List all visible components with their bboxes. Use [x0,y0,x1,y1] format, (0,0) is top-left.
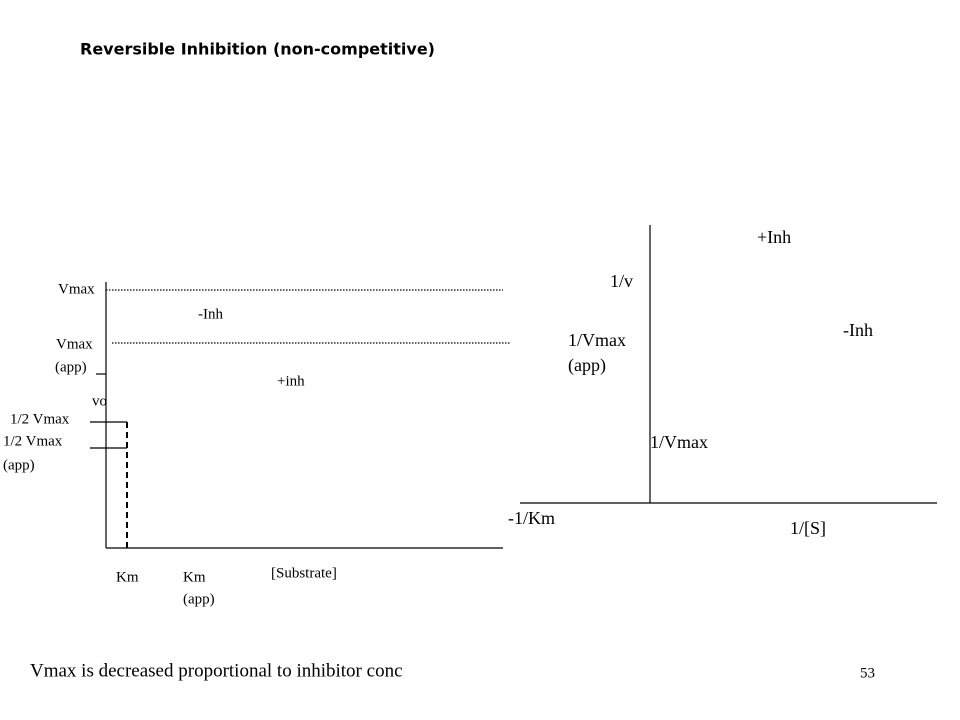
label: 1/2 Vmax [10,411,70,427]
label: +Inh [757,227,791,247]
label: Km [116,569,139,585]
slide-title: Reversible Inhibition (non-competitive) [80,40,435,59]
label: -1/Km [508,508,555,528]
label: Km [183,569,206,585]
right-plot: +Inh 1/v 1/Vmax (app) -Inh 1/Vmax -1/Km … [508,225,937,538]
label: 1/Vmax [650,432,708,452]
label: 1/[S] [790,518,826,538]
label: (app) [3,457,35,473]
label: +inh [277,373,305,389]
left-plot: Vmax -Inh Vmax (app) +inh vo 1/2 Vmax 1/… [3,281,510,607]
label: Vmax [58,281,95,297]
label: -Inh [198,306,223,322]
label: (app) [55,359,87,375]
label: 1/2 Vmax [3,433,63,449]
label: 1/Vmax [568,330,626,350]
label: (app) [183,591,215,607]
label: Vmax [56,336,93,352]
label: vo [92,393,107,409]
label: 1/v [610,271,633,291]
page-number: 53 [860,665,875,681]
footer-text: Vmax is decreased proportional to inhibi… [30,660,403,681]
label: -Inh [843,320,873,340]
label: [Substrate] [271,565,337,581]
label: (app) [568,355,606,376]
